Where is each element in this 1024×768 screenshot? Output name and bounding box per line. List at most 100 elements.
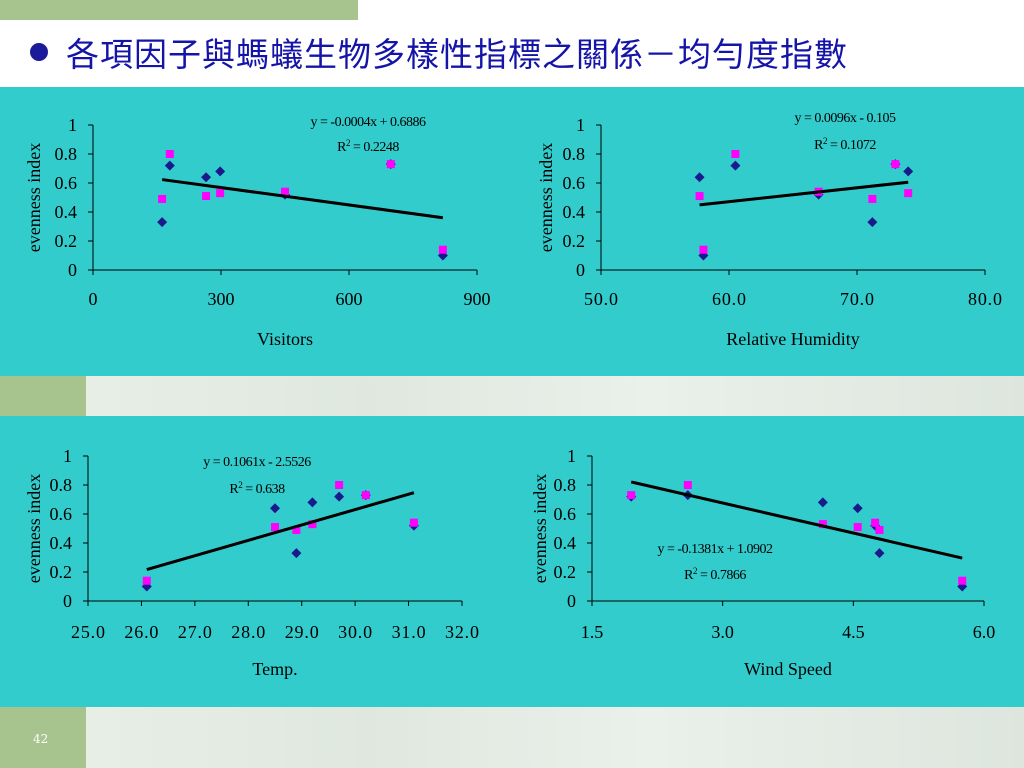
x-tick-label: 32.0 [445,622,479,642]
r-squared-label: R2 = 0.7866 [684,566,746,583]
data-point-diamond [270,503,280,514]
data-point-square [308,520,317,529]
x-tick-label: 31.0 [392,622,426,642]
trendline-equation: y = -0.1381x + 1.0902 [658,542,773,557]
data-point-diamond [164,160,175,171]
y-tick-label: 1 [576,115,585,135]
y-tick-label: 0.8 [563,144,586,164]
decorative-footer-strip [86,707,1024,768]
x-axis-title: Visitors [257,329,313,349]
x-tick-label: 28.0 [231,622,265,642]
data-point-square [871,518,880,527]
y-axis-title: evenness index [530,474,550,583]
chart-wind-speed: 0 0.2 0.4 0.6 0.8 1 1.5 3.0 4.5 6.0 Wind Speed even… [530,446,996,679]
data-point-square [695,192,704,201]
data-point-diamond [307,497,318,508]
slide-title: 各項因子與螞蟻生物多樣性指標之關係－均勻度指數 [66,35,848,74]
data-point-square [438,245,447,254]
data-point-square [158,194,167,203]
y-axis-title: evenness index [24,143,44,252]
y-tick-label: 0 [576,260,585,280]
y-tick-label: 0 [63,591,72,611]
chart-panel-top: 0 0.2 0.4 0.6 0.8 1 0 300 600 900 Visitors evenness… [0,87,1024,376]
data-point-square [216,189,225,198]
x-tick-label: 50.0 [584,289,618,309]
data-point-square [386,160,395,169]
y-tick-label: 0.6 [554,504,577,524]
data-point-square [202,192,211,201]
y-tick-label: 1 [63,446,72,466]
data-point-square [165,150,174,158]
y-tick-label: 0.2 [55,231,78,251]
trendline [146,491,415,572]
data-point-square [818,520,827,529]
x-tick-label: 300 [208,289,235,309]
y-tick-label: 0.4 [55,202,78,222]
trendline-equation: y = 0.0096x - 0.105 [794,111,896,126]
y-tick-label: 0.8 [554,475,577,495]
data-point-square [142,576,151,585]
y-tick-label: 0.2 [554,562,577,582]
data-point-square [292,525,301,534]
y-axis-title: evenness index [536,143,556,252]
trendline [699,180,909,207]
data-point-square [904,189,913,198]
title-row: 各項因子與螞蟻生物多樣性指標之關係－均勻度指數 [0,22,1024,82]
left-accent-strip-middle [0,376,86,416]
left-accent-strip-bottom [0,707,86,768]
bullet-icon [30,43,48,61]
x-tick-label: 4.5 [842,622,865,642]
x-tick-label: 0 [89,289,98,309]
data-point-diamond [157,217,168,228]
data-point-square [627,491,636,500]
y-tick-label: 0.8 [50,475,73,495]
y-axis-title: evenness index [24,474,44,583]
data-point-diamond [215,166,226,177]
x-tick-label: 80.0 [968,289,1002,309]
y-tick-label: 0.4 [563,202,586,222]
x-axis-title: Wind Speed [744,659,832,679]
x-tick-label: 600 [336,289,363,309]
y-tick-label: 0.6 [563,173,586,193]
data-point-diamond [852,503,863,514]
page-number: 42 [33,732,49,746]
data-point-diamond [874,548,885,559]
x-tick-label: 60.0 [712,289,746,309]
data-point-diamond [817,497,828,508]
data-point-diamond [291,548,302,559]
data-point-diamond [694,172,705,183]
data-point-square [958,576,967,585]
y-tick-label: 1 [567,446,576,466]
x-tick-label: 25.0 [71,622,105,642]
y-tick-label: 0.8 [55,144,78,164]
y-tick-label: 0 [567,591,576,611]
top-accent-bar [0,0,358,20]
data-point-diamond [334,491,345,502]
data-point-square [853,523,862,532]
r-squared-label: R2 = 0.1072 [814,136,876,153]
data-point-square [281,187,289,196]
y-tick-label: 0.4 [554,533,577,553]
data-point-diamond [201,172,212,183]
data-point-square [409,518,418,527]
x-tick-label: 70.0 [840,289,874,309]
data-point-square [875,525,884,534]
data-point-square [271,523,279,532]
y-tick-label: 0.4 [50,533,73,553]
y-tick-label: 1 [68,115,77,135]
x-tick-label: 1.5 [581,622,604,642]
trendline [161,178,444,220]
x-tick-label: 29.0 [285,622,319,642]
x-tick-label: 6.0 [973,622,996,642]
y-tick-label: 0.6 [50,504,73,524]
y-tick-label: 0.6 [55,173,78,193]
chart-relative-humidity: 0 0.2 0.4 0.6 0.8 1 50.0 60.0 70.0 80.0 Relative H… [536,111,1002,349]
y-tick-label: 0.2 [50,562,73,582]
y-tick-label: 0 [68,260,77,280]
decorative-strip [86,376,1024,416]
x-axis-title: Relative Humidity [726,329,859,349]
r-squared-label: R2 = 0.2248 [337,138,399,155]
chart-visitors: 0 0.2 0.4 0.6 0.8 1 0 300 600 900 Visitors evenness… [24,115,491,349]
data-point-square [699,245,708,254]
data-point-square [731,150,740,158]
